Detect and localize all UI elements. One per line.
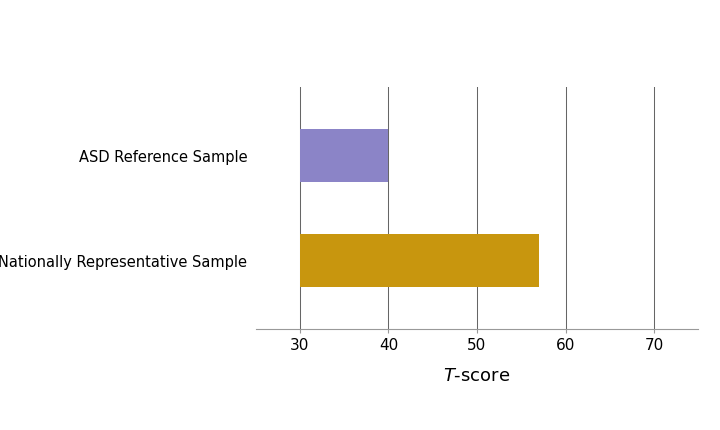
Bar <box>300 234 539 287</box>
Text: -1 SD: 40        Mean (50)       +1 SD: 60: -1 SD: 40 Mean (50) +1 SD: 60 <box>217 402 503 418</box>
X-axis label: $\mathit{T}$-score: $\mathit{T}$-score <box>444 367 510 385</box>
Bar <box>300 129 389 182</box>
Text: Emily’s $\mathit{T}$-scores with Different Normative Samples: Emily’s $\mathit{T}$-scores with Differe… <box>53 22 667 46</box>
